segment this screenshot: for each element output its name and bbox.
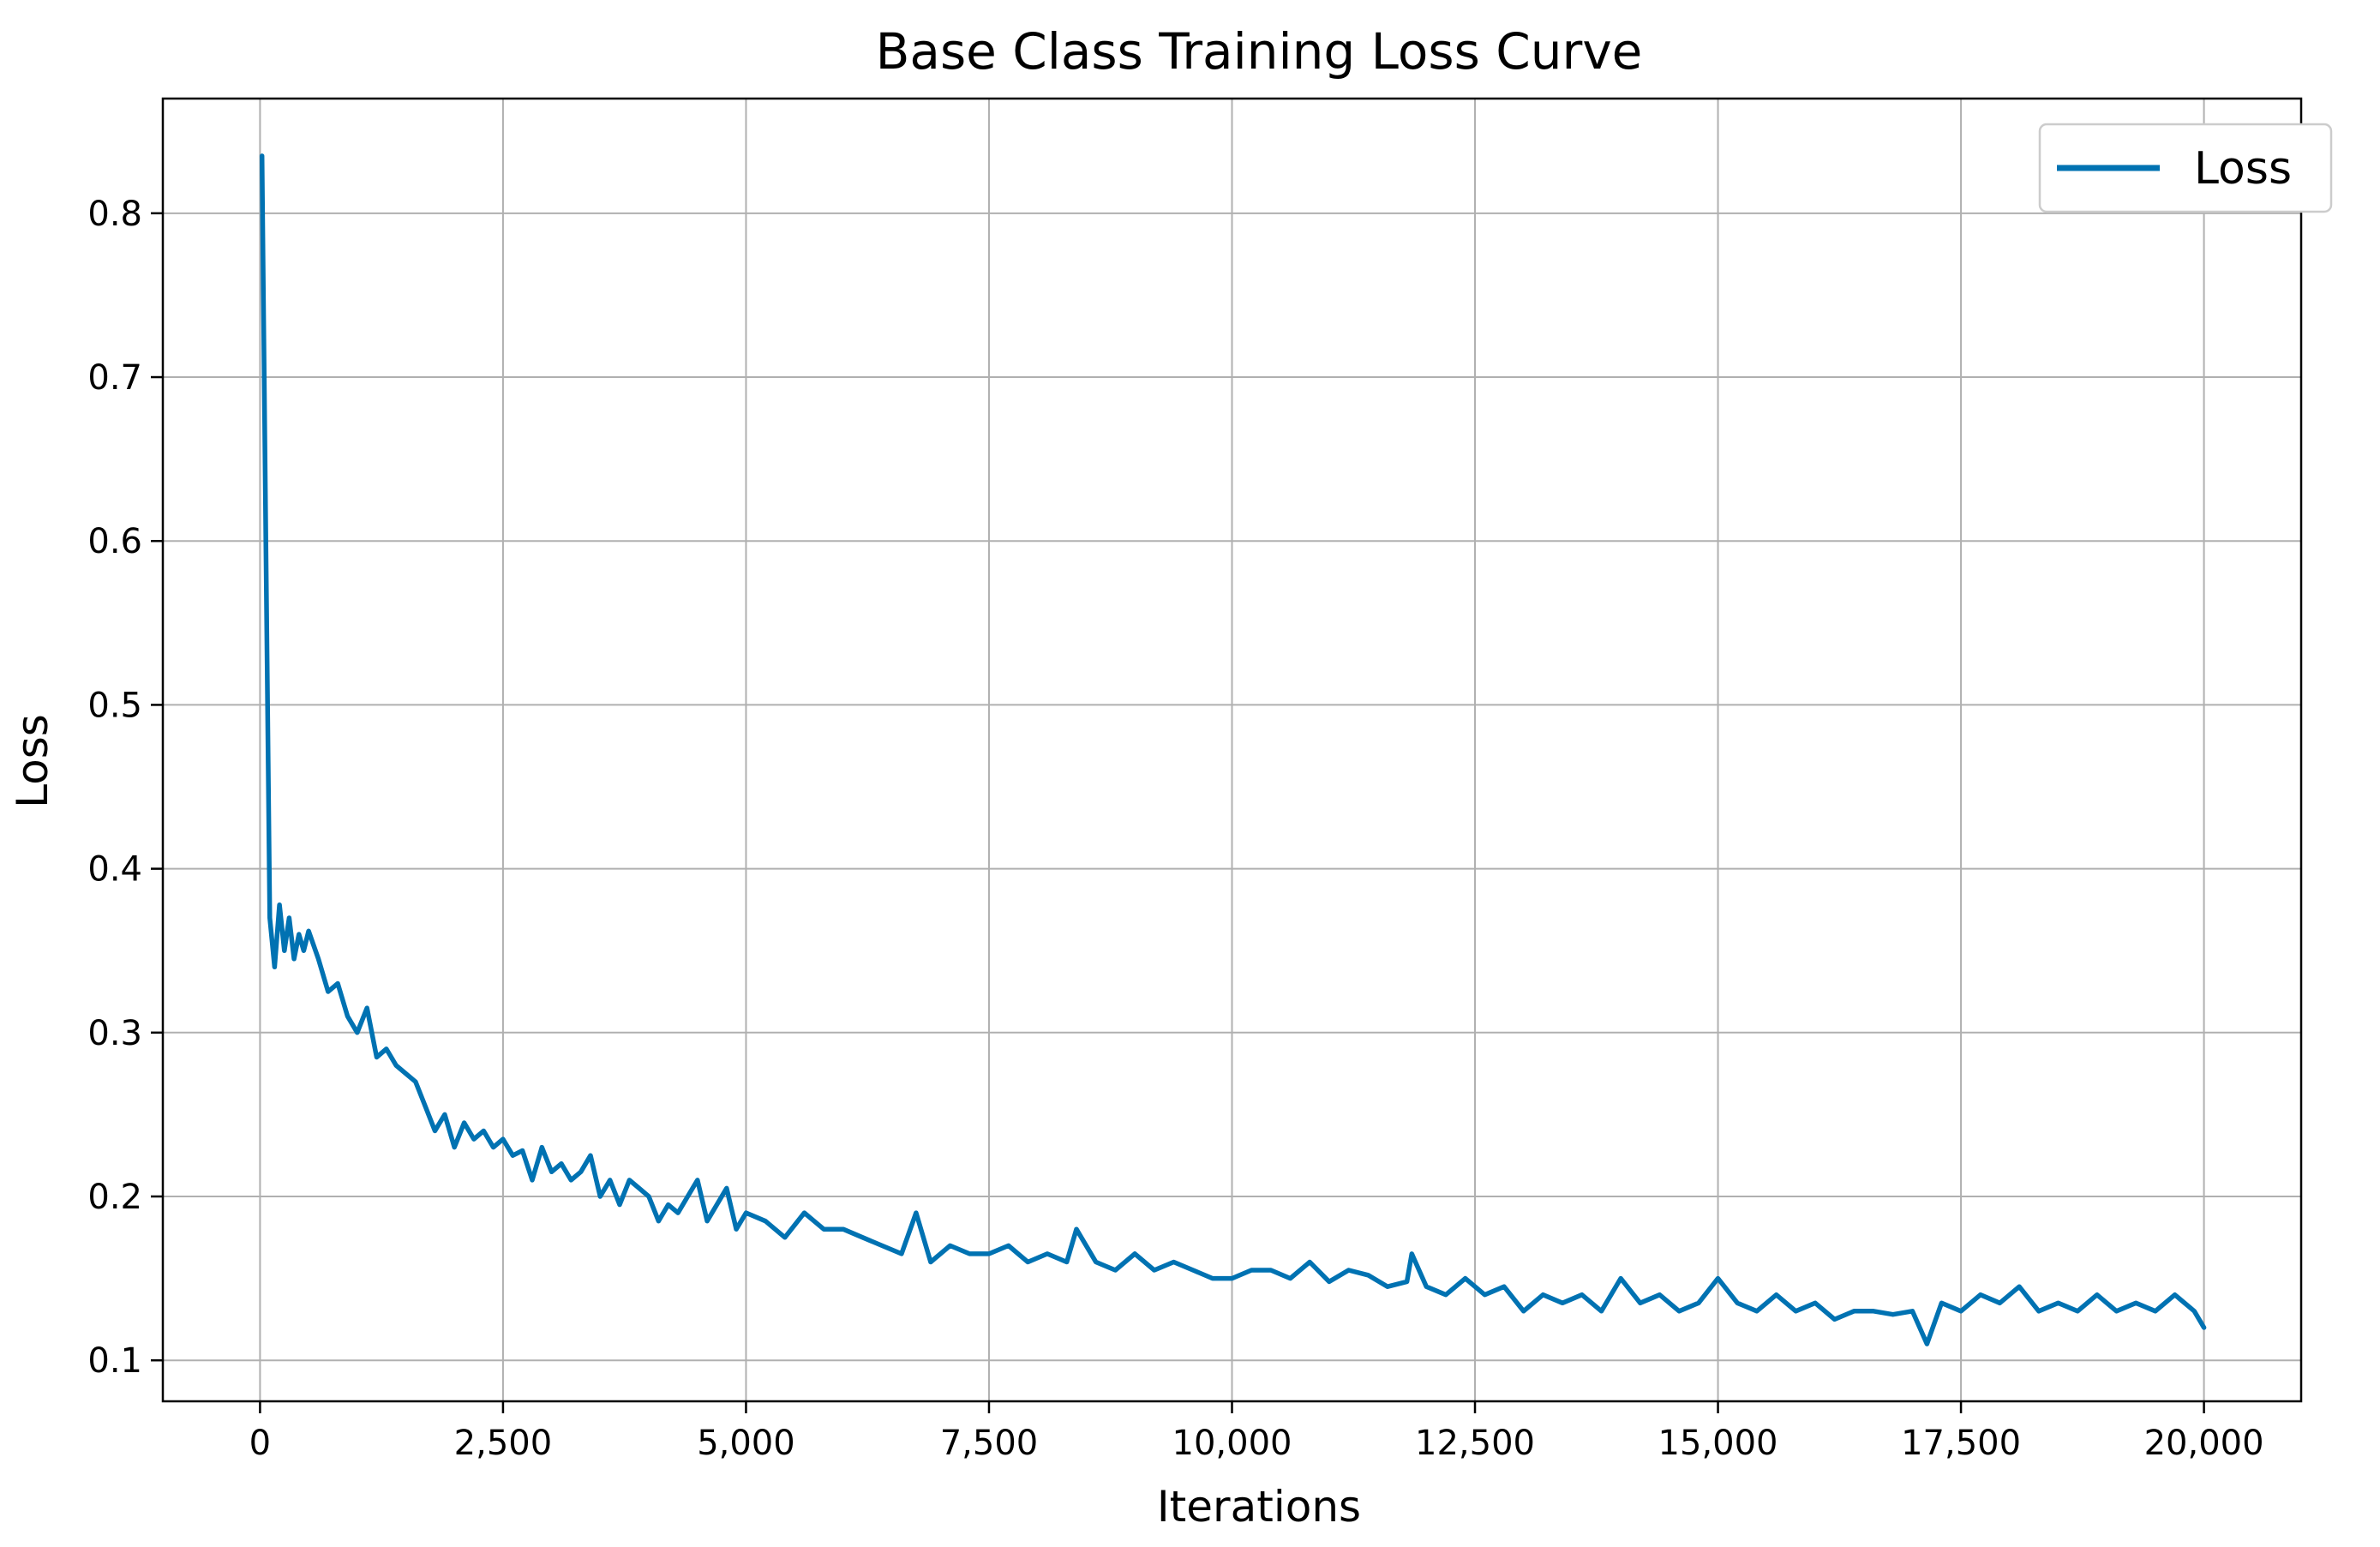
plot-area bbox=[259, 153, 2207, 1346]
x-tick-label: 17,500 bbox=[1901, 1424, 2021, 1463]
x-tick-label: 12,500 bbox=[1415, 1424, 1535, 1463]
x-tick-label: 0 bbox=[249, 1424, 271, 1463]
y-tick-label: 0.2 bbox=[87, 1178, 142, 1217]
x-tick-label: 20,000 bbox=[2144, 1424, 2264, 1463]
series-line-loss bbox=[259, 153, 2207, 1346]
y-axis-label: Loss bbox=[8, 714, 57, 808]
y-tick-label: 0.7 bbox=[87, 358, 142, 398]
y-tick-label: 0.3 bbox=[87, 1014, 142, 1053]
y-tick-label: 0.5 bbox=[87, 686, 142, 725]
x-tick-label: 15,000 bbox=[1658, 1424, 1778, 1463]
axis-ticks: 0 2,500 5,000 7,500 10,000 12,500 15,000 17,500… bbox=[87, 195, 2263, 1463]
x-tick-label: 2,500 bbox=[454, 1424, 553, 1463]
y-tick-label: 0.1 bbox=[87, 1341, 142, 1381]
x-tick-label: 5,000 bbox=[697, 1424, 795, 1463]
y-tick-label: 0.6 bbox=[87, 522, 142, 561]
grid bbox=[163, 99, 2301, 1401]
y-tick-label: 0.8 bbox=[87, 195, 142, 234]
x-tick-label: 7,500 bbox=[940, 1424, 1039, 1463]
y-tick-label: 0.4 bbox=[87, 850, 142, 890]
legend-label-loss: Loss bbox=[2194, 143, 2292, 195]
x-tick-label: 10,000 bbox=[1172, 1424, 1292, 1463]
legend: Loss bbox=[2038, 123, 2333, 213]
chart-title: Base Class Training Loss Curve bbox=[876, 22, 1643, 81]
legend-box bbox=[2038, 123, 2333, 213]
x-axis-label: Iterations bbox=[1157, 1482, 1361, 1532]
